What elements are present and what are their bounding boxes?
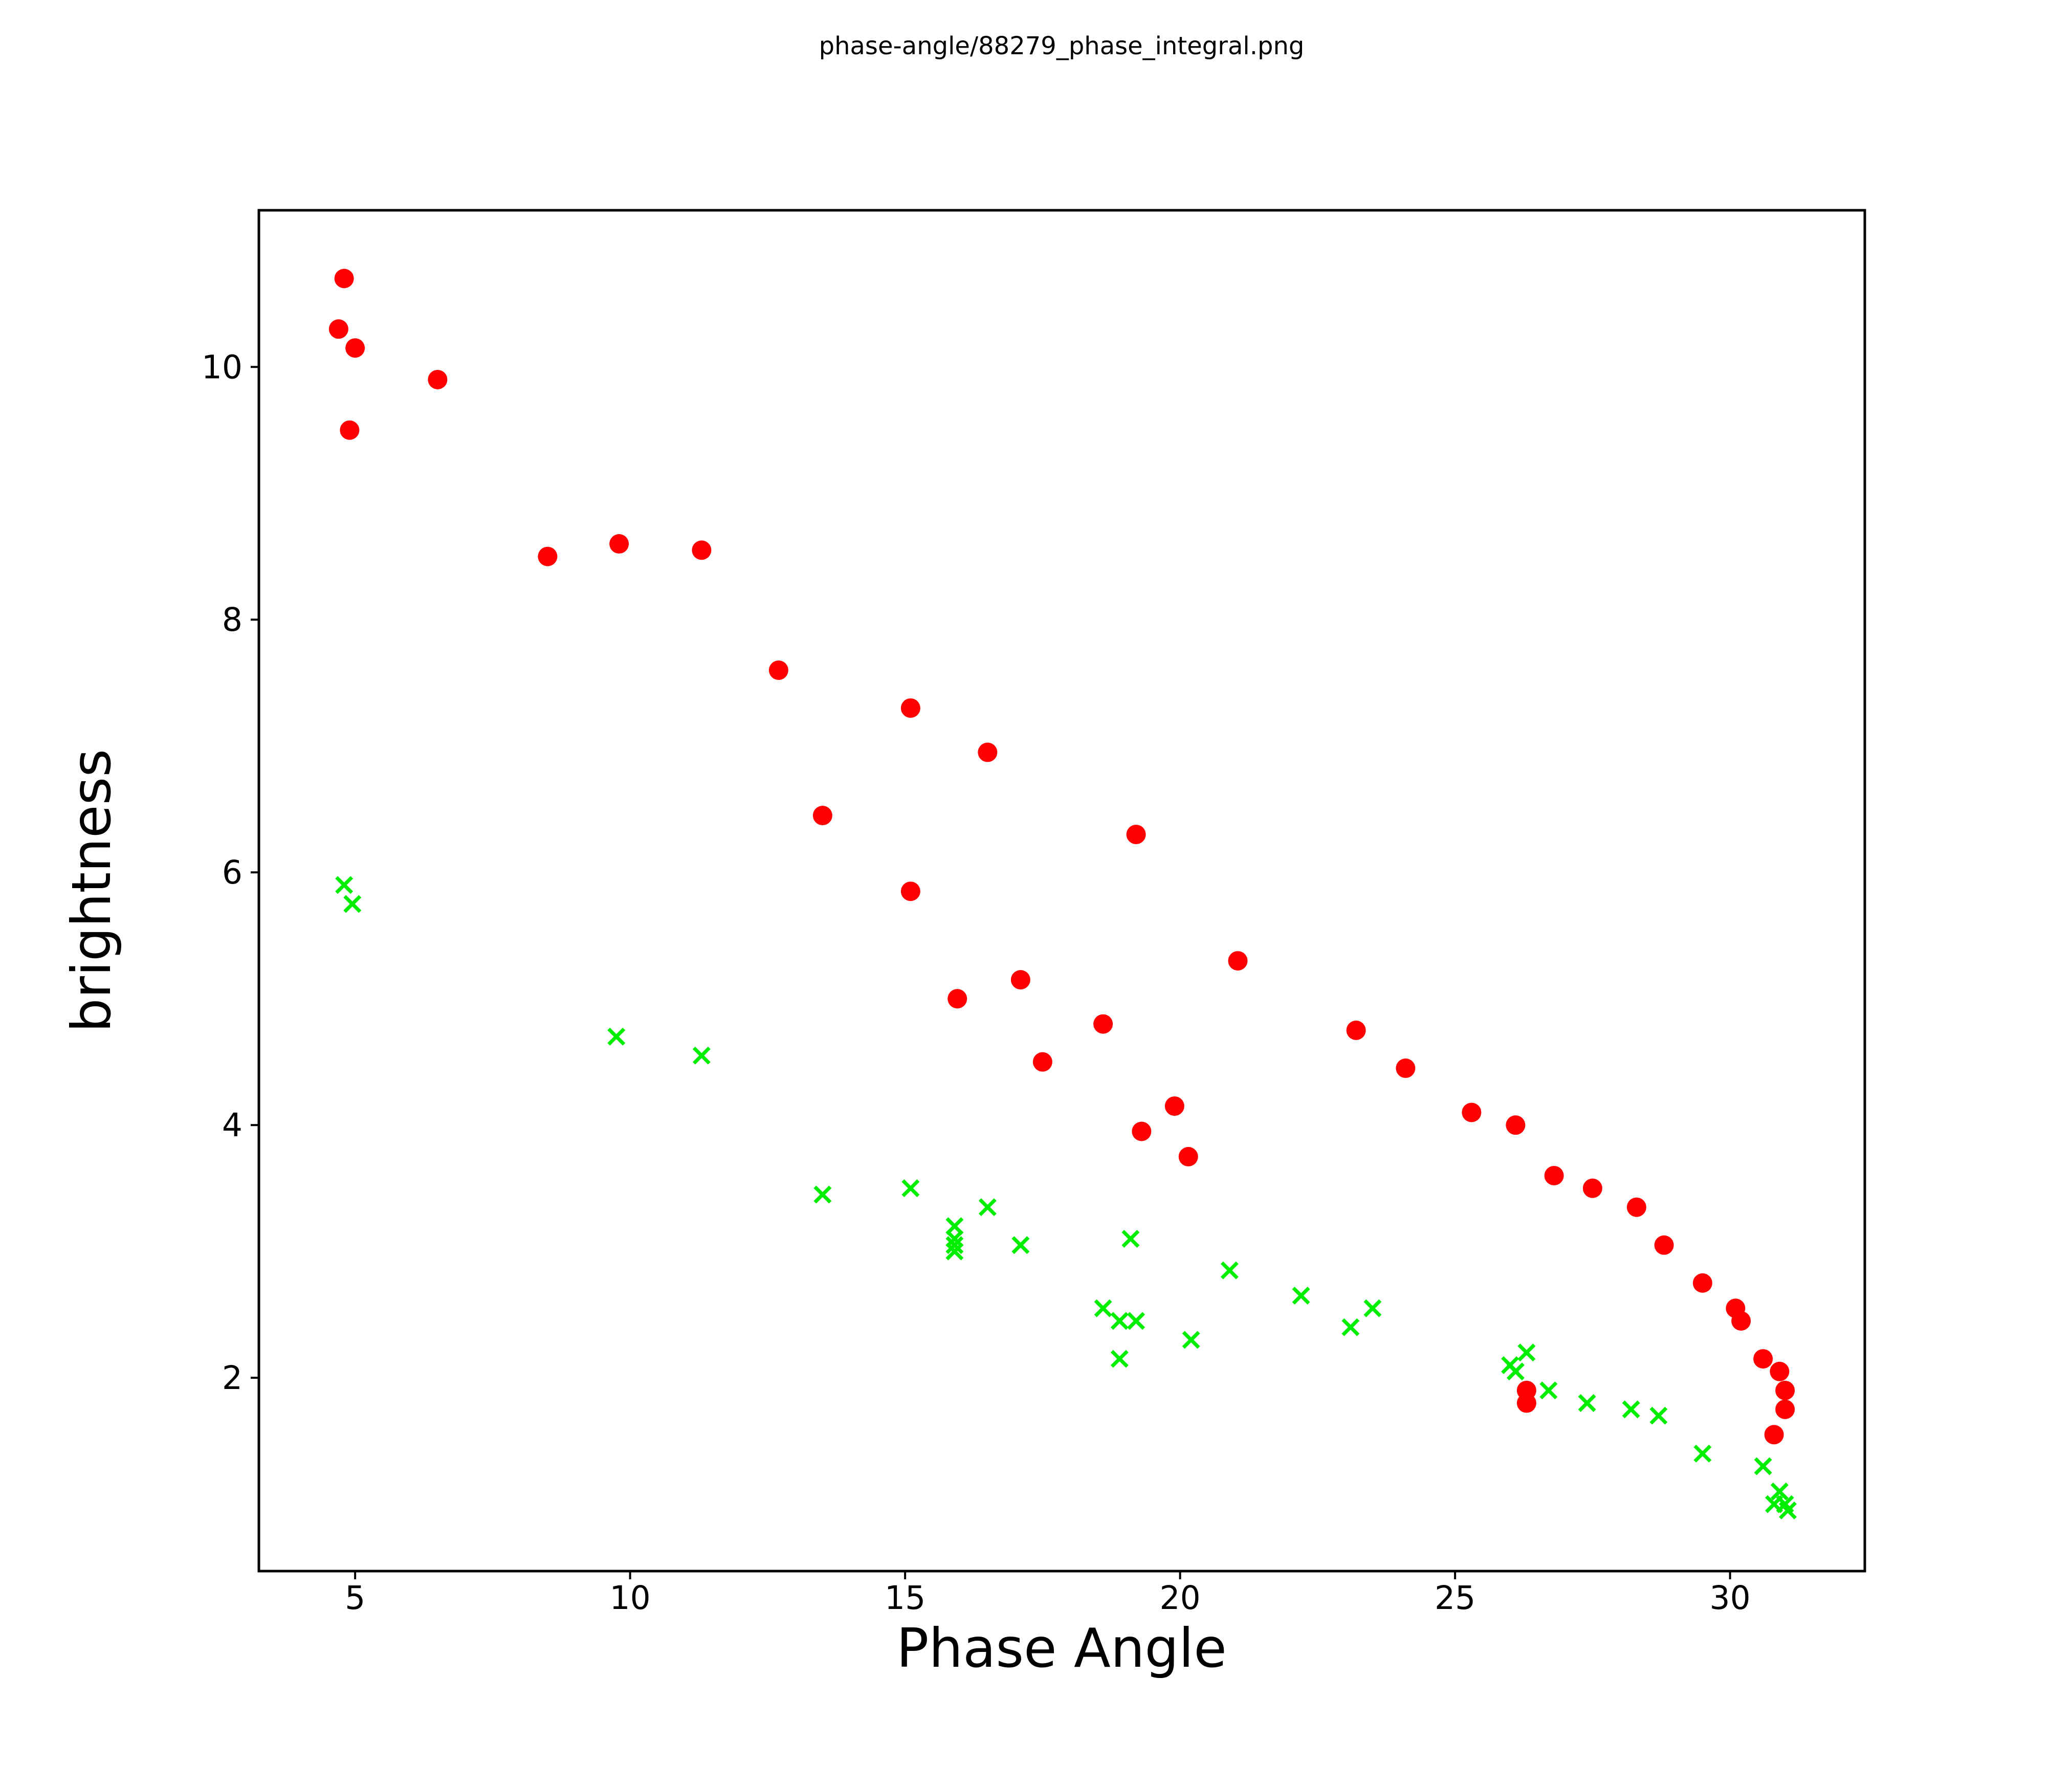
x-tick-label: 10	[610, 1579, 651, 1617]
green-x-point	[1220, 1261, 1239, 1279]
green-x-point	[1121, 1229, 1140, 1248]
red-circle-point	[538, 546, 558, 566]
green-x-point	[692, 1046, 711, 1065]
red-circle-point	[1093, 1014, 1113, 1034]
x-tick-label: 15	[885, 1579, 925, 1617]
red-circle-point	[978, 742, 998, 762]
green-x-point	[1693, 1444, 1712, 1463]
red-circle-point	[1010, 970, 1030, 990]
y-tick-label: 2	[222, 1359, 243, 1397]
x-axis-label: Phase Angle	[896, 1617, 1227, 1680]
green-x-point	[1578, 1394, 1596, 1412]
red-circle-point	[345, 338, 365, 358]
green-x-point	[1110, 1350, 1129, 1368]
green-x-point	[1539, 1381, 1558, 1400]
green-x-point	[813, 1185, 832, 1204]
green-x-point	[1506, 1362, 1525, 1381]
green-x-point	[335, 876, 354, 894]
axis-tick-labels: 5 10 15 20 25 30 2 4 6 8 10	[202, 348, 1751, 1617]
green-x-point	[343, 895, 362, 913]
red-circle-point	[340, 420, 360, 440]
green-x-point	[1182, 1331, 1200, 1349]
x-tick-label: 20	[1160, 1579, 1201, 1617]
green-x-point	[1649, 1406, 1668, 1425]
red-circle-point	[1516, 1393, 1536, 1413]
red-circle-point	[1506, 1115, 1526, 1135]
red-circle-point	[1731, 1311, 1751, 1331]
red-circle-point	[900, 698, 920, 718]
red-circle-point	[334, 269, 354, 289]
green-x-point	[978, 1198, 997, 1217]
y-tick-label: 10	[202, 348, 243, 386]
y-tick-label: 8	[222, 601, 243, 638]
axis-ticks	[251, 366, 1731, 1579]
red-circle-point	[900, 881, 920, 901]
red-circle-point	[1346, 1020, 1366, 1040]
red-circle-point	[1753, 1349, 1773, 1369]
green-x-point	[945, 1242, 964, 1261]
green-x-point	[1779, 1501, 1797, 1519]
y-tick-label: 4	[222, 1107, 243, 1144]
red-circle-point	[1654, 1235, 1674, 1255]
red-circle-point	[692, 540, 712, 560]
green-x-point	[901, 1179, 920, 1198]
figure-title: phase-angle/88279_phase_integral.png	[819, 32, 1305, 60]
green-x-point	[945, 1236, 964, 1254]
green-x-point	[1754, 1457, 1772, 1475]
green-x-point	[1094, 1299, 1112, 1317]
red-circle-point	[1178, 1146, 1198, 1166]
green-x-point	[1770, 1482, 1789, 1501]
red-circle-point	[1626, 1197, 1646, 1217]
red-circle-point	[1544, 1165, 1564, 1185]
x-tick-label: 30	[1710, 1579, 1751, 1617]
green-x-point	[1517, 1343, 1536, 1362]
green-x-point	[607, 1027, 626, 1046]
red-circle-point	[947, 989, 967, 1009]
red-circle-point	[1770, 1361, 1790, 1381]
y-axis-label: brightness	[60, 749, 123, 1032]
red-circle-point	[1164, 1096, 1184, 1116]
red-circle-point	[328, 319, 348, 339]
red-circle-point	[1132, 1121, 1152, 1141]
green-x-point	[1341, 1318, 1360, 1336]
green-x-point	[1622, 1400, 1640, 1419]
green-x-point	[1363, 1299, 1382, 1317]
y-tick-label: 6	[222, 854, 243, 891]
x-tick-label: 5	[345, 1579, 365, 1617]
green-x-point	[1127, 1312, 1145, 1330]
data-points	[328, 269, 1797, 1519]
red-circle-point	[1692, 1273, 1712, 1293]
red-circle-point	[1126, 825, 1146, 845]
red-circle-point	[1775, 1399, 1795, 1419]
red-circle-point	[1462, 1102, 1482, 1122]
red-circle-point	[1582, 1178, 1602, 1198]
red-circle-point	[428, 369, 448, 389]
green-x-point	[1110, 1312, 1129, 1330]
red-circle-point	[1396, 1058, 1416, 1078]
red-circle-point	[1775, 1380, 1795, 1400]
axes-frame	[257, 209, 1866, 1573]
red-circle-point	[609, 534, 629, 554]
red-circle-point	[1764, 1425, 1784, 1445]
x-tick-label: 25	[1435, 1579, 1475, 1617]
red-circle-point	[768, 660, 788, 680]
red-circle-point	[812, 806, 832, 826]
green-x-point	[1292, 1287, 1310, 1305]
green-x-point	[1011, 1236, 1030, 1254]
red-circle-point	[1032, 1052, 1052, 1072]
red-circle-point	[1228, 951, 1248, 971]
